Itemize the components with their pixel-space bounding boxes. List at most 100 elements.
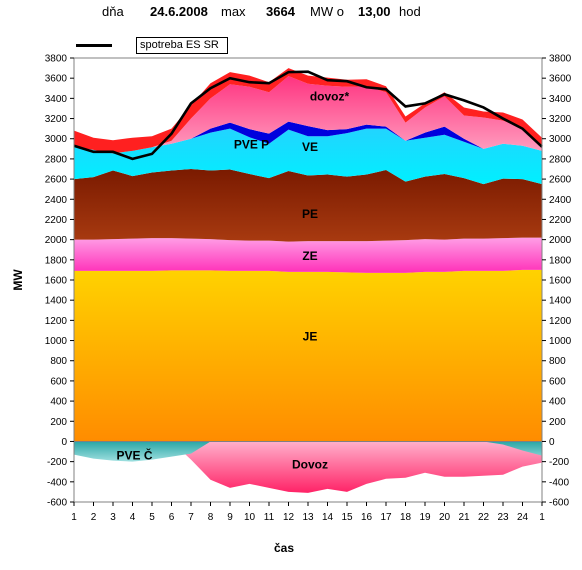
x-tick-label: 24: [517, 512, 529, 523]
y-tick-label-right: 3000: [549, 134, 572, 145]
legend-consumption-swatch: [76, 44, 112, 47]
y-tick-label-right: 2600: [549, 175, 572, 186]
x-tick-label: 22: [478, 512, 490, 523]
pe-area: [74, 169, 542, 242]
pve-p-area: [74, 121, 542, 154]
x-tick-label: 1: [539, 512, 545, 523]
ve-label: VE: [302, 140, 318, 154]
x-tick-label: 13: [302, 512, 314, 523]
y-tick-label-right: -200: [549, 457, 569, 468]
red-band-area: [74, 68, 542, 154]
max-value: 3664: [266, 4, 295, 19]
max-label: max: [221, 4, 246, 19]
y-tick-label-right: 600: [549, 376, 566, 387]
x-tick-label: 9: [227, 512, 233, 523]
y-tick-label-left: -200: [47, 457, 67, 468]
dovoz-star-label: dovoz*: [310, 89, 350, 103]
dovoz-neg-area: [74, 441, 542, 493]
y-tick-label-right: 2400: [549, 195, 572, 206]
hod-label: hod: [399, 4, 421, 19]
y-tick-label-right: 3600: [549, 74, 572, 85]
consumption-line: [73, 70, 543, 161]
y-tick-label-left: 1000: [45, 336, 68, 347]
y-tick-label-left: 0: [61, 437, 67, 448]
y-tick-label-right: -400: [549, 477, 569, 488]
x-tick-label: 7: [188, 512, 194, 523]
y-tick-label-left: 3800: [45, 54, 68, 65]
dovoz-neg-label: Dovoz: [292, 458, 328, 472]
x-tick-label: 21: [458, 512, 470, 523]
y-tick-label-left: 1400: [45, 296, 68, 307]
y-tick-label-left: 800: [50, 356, 67, 367]
y-tick-label-left: 2000: [45, 235, 68, 246]
x-tick-label: 23: [497, 512, 509, 523]
y-tick-label-left: 2200: [45, 215, 68, 226]
day-label: dňa: [102, 4, 124, 19]
date-value: 24.6.2008: [150, 4, 208, 19]
y-tick-label-right: 1200: [549, 316, 572, 327]
y-tick-label-right: 800: [549, 356, 566, 367]
y-tick-label-left: 1200: [45, 316, 68, 327]
ve-area: [74, 128, 542, 185]
y-tick-label-right: 1000: [549, 336, 572, 347]
x-tick-label: 16: [361, 512, 373, 523]
dovoz-star-area: [74, 76, 542, 154]
y-tick-label-left: -600: [47, 498, 67, 509]
y-tick-label-right: 3200: [549, 114, 572, 125]
pve-c-area: [74, 441, 542, 462]
y-tick-label-left: 3400: [45, 94, 68, 105]
y-tick-label-right: 1400: [549, 296, 572, 307]
y-tick-label-right: 2000: [549, 235, 572, 246]
x-tick-label: 10: [244, 512, 256, 523]
pe-label: PE: [302, 207, 318, 221]
y-tick-label-right: -600: [549, 498, 569, 509]
y-tick-label-right: 200: [549, 417, 566, 428]
x-tick-label: 17: [380, 512, 392, 523]
y-tick-label-right: 3400: [549, 94, 572, 105]
je-label: JE: [303, 330, 318, 344]
x-tick-label: 20: [439, 512, 451, 523]
x-tick-label: 4: [130, 512, 136, 523]
legend-consumption-label: spotreba ES SR: [140, 39, 219, 51]
y-tick-label-right: 2800: [549, 154, 572, 165]
y-tick-label-right: 1600: [549, 276, 572, 287]
y-tick-label-right: 0: [549, 437, 555, 448]
y-tick-label-left: 3200: [45, 114, 68, 125]
x-tick-label: 3: [110, 512, 116, 523]
time-value: 13,00: [358, 4, 391, 19]
ze-area: [74, 237, 542, 273]
y-tick-label-left: 400: [50, 397, 67, 408]
y-tick-label-left: 3600: [45, 74, 68, 85]
y-tick-label-left: 1800: [45, 255, 68, 266]
pve-p-label: PVE P: [234, 137, 269, 151]
legend: spotreba ES SR: [136, 37, 228, 54]
x-tick-label: 19: [419, 512, 431, 523]
ze-label: ZE: [302, 249, 317, 263]
y-tick-label-left: 2400: [45, 195, 68, 206]
y-tick-label-right: 1800: [549, 255, 572, 266]
x-tick-label: 5: [149, 512, 155, 523]
mw-o-label: MW o: [310, 4, 344, 19]
y-tick-label-left: 200: [50, 417, 67, 428]
y-tick-label-left: 600: [50, 376, 67, 387]
y-tick-label-right: 2200: [549, 215, 572, 226]
x-tick-label: 14: [322, 512, 334, 523]
pve-c-label: PVE Č: [116, 448, 152, 463]
x-tick-label: 18: [400, 512, 412, 523]
x-tick-label: 15: [341, 512, 353, 523]
x-tick-label: 6: [169, 512, 175, 523]
y-tick-label-right: 3800: [549, 54, 572, 65]
y-tick-label-left: 2600: [45, 175, 68, 186]
y-tick-label-left: 2800: [45, 154, 68, 165]
y-tick-label-left: 1600: [45, 276, 68, 287]
y-axis-title: MW: [11, 269, 25, 291]
y-tick-label-left: 3000: [45, 134, 68, 145]
x-tick-label: 11: [264, 512, 275, 523]
x-tick-label: 8: [208, 512, 214, 523]
y-tick-label-left: -400: [47, 477, 67, 488]
x-axis-title: čas: [274, 541, 294, 555]
x-tick-label: 12: [283, 512, 295, 523]
je-area: [74, 269, 542, 442]
y-tick-label-right: 400: [549, 397, 566, 408]
